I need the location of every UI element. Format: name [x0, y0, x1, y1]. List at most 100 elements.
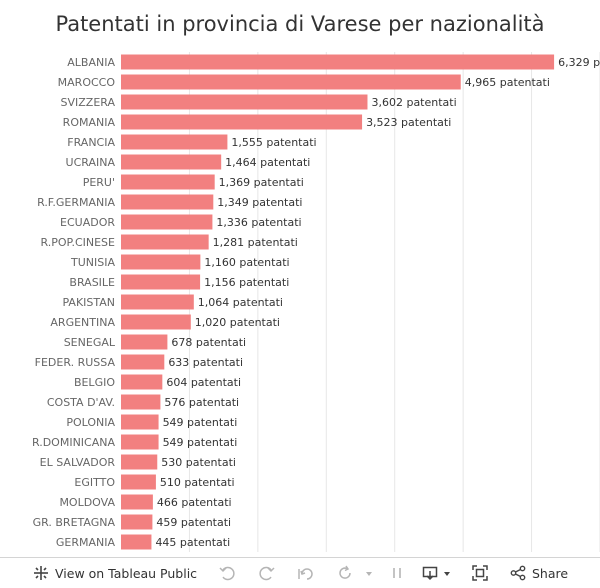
value-label: 1,336 patentati	[216, 216, 301, 229]
bar[interactable]	[121, 454, 158, 470]
value-label: 549 patentati	[163, 436, 238, 449]
bars	[121, 54, 555, 550]
category-label: MAROCCO	[58, 76, 116, 89]
value-label: 1,464 patentati	[225, 156, 310, 169]
undo-button[interactable]	[219, 558, 235, 588]
value-label: 4,965 patentati	[465, 76, 550, 89]
category-label: GERMANIA	[56, 536, 116, 549]
bar[interactable]	[121, 74, 461, 90]
bar[interactable]	[121, 254, 201, 270]
bar[interactable]	[121, 54, 555, 70]
bar[interactable]	[121, 134, 228, 150]
bar-chart: ALBANIA MAROCCO SVIZZERA ROMANIA FRANCIA UCRA…	[32, 52, 600, 552]
revert-button[interactable]	[297, 558, 313, 588]
share-icon	[510, 565, 526, 581]
view-on-tableau-link[interactable]: View on Tableau Public	[33, 558, 197, 588]
bar[interactable]	[121, 114, 363, 130]
value-label: 1,349 patentati	[217, 196, 302, 209]
undo-icon	[219, 565, 235, 581]
refresh-icon	[337, 565, 353, 581]
value-label: 1,064 patentati	[198, 296, 283, 309]
bar[interactable]	[121, 174, 215, 190]
bar[interactable]	[121, 194, 214, 210]
category-label: GR. BRETAGNA	[33, 516, 116, 529]
fullscreen-icon	[472, 565, 488, 581]
bar[interactable]	[121, 334, 168, 350]
value-label: 604 patentati	[166, 376, 241, 389]
category-label: TUNISIA	[70, 256, 115, 269]
value-label: 3,602 patentati	[371, 96, 456, 109]
category-label: UCRAINA	[66, 156, 116, 169]
tableau-logo-icon	[33, 565, 49, 581]
bar[interactable]	[121, 374, 163, 390]
category-label: SVIZZERA	[61, 96, 116, 109]
category-label: FRANCIA	[67, 136, 115, 149]
category-label: EL SALVADOR	[40, 456, 116, 469]
refresh-dropdown[interactable]	[364, 558, 380, 588]
share-button[interactable]: Share	[510, 558, 568, 588]
category-label: COSTA D'AV.	[47, 396, 115, 409]
bar[interactable]	[121, 354, 165, 370]
category-label: PAKISTAN	[62, 296, 115, 309]
category-label: ROMANIA	[63, 116, 116, 129]
value-label: 3,523 patentati	[366, 116, 451, 129]
bar[interactable]	[121, 494, 153, 510]
pause-button[interactable]	[389, 558, 405, 588]
bar[interactable]	[121, 514, 153, 530]
bar[interactable]	[121, 534, 152, 550]
revert-icon	[297, 565, 313, 581]
redo-button[interactable]	[259, 558, 275, 588]
value-label: 678 patentati	[171, 336, 246, 349]
category-label: POLONIA	[66, 416, 115, 429]
value-labels: 6,329 patentati 4,965 patentati 3,602 pate…	[155, 56, 600, 549]
value-label: 549 patentati	[163, 416, 238, 429]
value-label: 1,020 patentati	[195, 316, 280, 329]
category-label: PERU'	[83, 176, 115, 189]
category-label: R.POP.CINESE	[41, 236, 116, 249]
category-label: EGITTO	[74, 476, 115, 489]
category-label: R.DOMINICANA	[32, 436, 116, 449]
chevron-down-icon	[364, 565, 380, 581]
bar[interactable]	[121, 214, 213, 230]
bar[interactable]	[121, 474, 156, 490]
bar[interactable]	[121, 94, 368, 110]
bar[interactable]	[121, 434, 159, 450]
bar[interactable]	[121, 414, 159, 430]
redo-icon	[259, 565, 275, 581]
value-label: 530 patentati	[161, 456, 236, 469]
download-icon	[422, 565, 438, 581]
category-labels: ALBANIA MAROCCO SVIZZERA ROMANIA FRANCIA UCRA…	[32, 56, 116, 549]
download-button[interactable]	[422, 558, 458, 588]
value-label: 6,329 patentati	[558, 56, 600, 69]
bar[interactable]	[121, 274, 201, 290]
category-label: ALBANIA	[67, 56, 115, 69]
fullscreen-button[interactable]	[472, 558, 488, 588]
refresh-button[interactable]	[337, 558, 353, 588]
bar[interactable]	[121, 234, 209, 250]
category-label: MOLDOVA	[59, 496, 115, 509]
category-label: FEDER. RUSSA	[35, 356, 116, 369]
category-label: BRASILE	[69, 276, 115, 289]
pause-icon	[389, 565, 405, 581]
value-label: 576 patentati	[164, 396, 239, 409]
category-label: SENEGAL	[64, 336, 116, 349]
category-label: ARGENTINA	[50, 316, 115, 329]
bar[interactable]	[121, 394, 161, 410]
value-label: 459 patentati	[156, 516, 231, 529]
bar[interactable]	[121, 294, 194, 310]
value-label: 1,555 patentati	[231, 136, 316, 149]
value-label: 510 patentati	[160, 476, 235, 489]
view-on-tableau-label: View on Tableau Public	[55, 565, 198, 581]
value-label: 445 patentati	[155, 536, 230, 549]
category-label: BELGIO	[74, 376, 115, 389]
value-label: 1,160 patentati	[204, 256, 289, 269]
bar[interactable]	[121, 314, 191, 330]
tableau-toolbar: View on Tableau Public	[0, 557, 600, 588]
category-label: ECUADOR	[60, 216, 115, 229]
bar[interactable]	[121, 154, 222, 170]
value-label: 1,156 patentati	[204, 276, 289, 289]
share-label: Share	[532, 565, 569, 581]
chart-title: Patentati in provincia di Varese per naz…	[55, 12, 545, 36]
category-label: R.F.GERMANIA	[37, 196, 115, 209]
value-label: 633 patentati	[168, 356, 243, 369]
